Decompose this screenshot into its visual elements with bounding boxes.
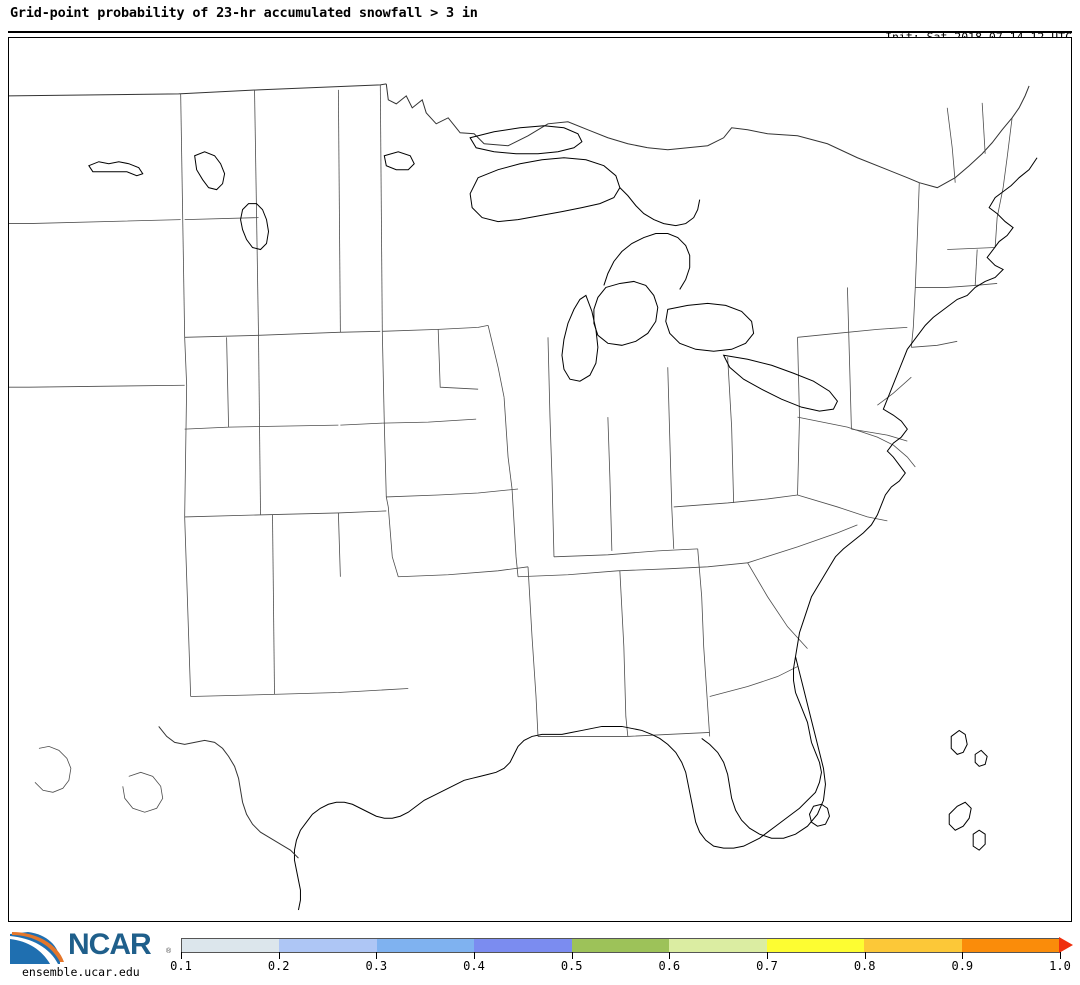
page-title: Grid-point probability of 23-hr accumula… (10, 5, 478, 21)
colorbar-band (864, 939, 962, 952)
colorbar-tick-label: 0.3 (365, 959, 388, 973)
colorbar-band (766, 939, 865, 952)
colorbar-band (961, 939, 1059, 952)
colorbar-tick (376, 952, 378, 959)
western-features (89, 152, 414, 250)
colorbar-tick (767, 952, 768, 959)
colorbar-band (376, 939, 475, 952)
colorbar-band (474, 939, 572, 952)
colorbar-tick-label: 0.4 (463, 959, 485, 973)
colorbar-tick (278, 952, 280, 959)
colorbar-tick-label: 0.6 (658, 959, 681, 973)
colorbar-tick (571, 952, 573, 959)
colorbar-tick-label: 0.5 (560, 959, 583, 973)
ncar-logo[interactable]: NCAR ® ensemble.ucar.edu (6, 926, 176, 982)
colorbar-tick (669, 952, 671, 959)
colorbar-band (182, 939, 280, 952)
colorbar-max-arrow-icon (1059, 937, 1073, 953)
colorbar-tick (1060, 952, 1061, 959)
florida-peninsula (702, 657, 830, 839)
footer-bar: NCAR ® ensemble.ucar.edu 0.1 0.2 0.3 0.4 0.5… (0, 922, 1080, 985)
gulf-coastline (294, 734, 542, 910)
colorbar-tick-label: 1.0 (1049, 959, 1071, 973)
colorbar-tick (181, 952, 182, 959)
map-geography (9, 38, 1071, 921)
mexico-border (35, 726, 299, 858)
ncar-wordmark: NCAR (68, 928, 152, 961)
state-borders-midwest (488, 287, 893, 576)
colorbar-tick-label: 0.1 (170, 959, 192, 973)
probability-colorbar[interactable]: 0.1 0.2 0.3 0.4 0.5 0.6 0.7 0.8 0.9 1.0 (170, 937, 1073, 982)
colorbar-bands (181, 938, 1060, 953)
ensemble-url-label: ensemble.ucar.edu (22, 965, 140, 979)
state-borders-plains (185, 325, 528, 696)
colorbar-band (279, 939, 377, 952)
colorbar-tick (864, 952, 866, 959)
international-borders (9, 84, 1029, 188)
michigan-outline (604, 188, 700, 290)
colorbar-tick-label: 0.9 (951, 959, 974, 973)
colorbar-tick-label: 0.7 (756, 959, 778, 973)
great-lakes (470, 126, 837, 411)
bahamas-islands (949, 730, 987, 850)
ncar-logo-mark (10, 932, 64, 964)
state-borders-northeast (798, 103, 1013, 467)
map-panel[interactable] (8, 37, 1072, 922)
colorbar-tick-label: 0.2 (267, 959, 290, 973)
registered-mark-icon: ® (166, 948, 172, 955)
colorbar-band (571, 939, 670, 952)
state-borders-north (9, 85, 382, 517)
colorbar-tick-label: 0.8 (853, 959, 876, 973)
header-divider (8, 31, 1072, 33)
state-borders-southeast (518, 495, 887, 736)
colorbar-tick (474, 952, 475, 959)
colorbar-band (669, 939, 767, 952)
atlantic-coastline (542, 158, 1037, 848)
colorbar-tick (962, 952, 964, 959)
header-bar: Grid-point probability of 23-hr accumula… (0, 0, 1080, 86)
